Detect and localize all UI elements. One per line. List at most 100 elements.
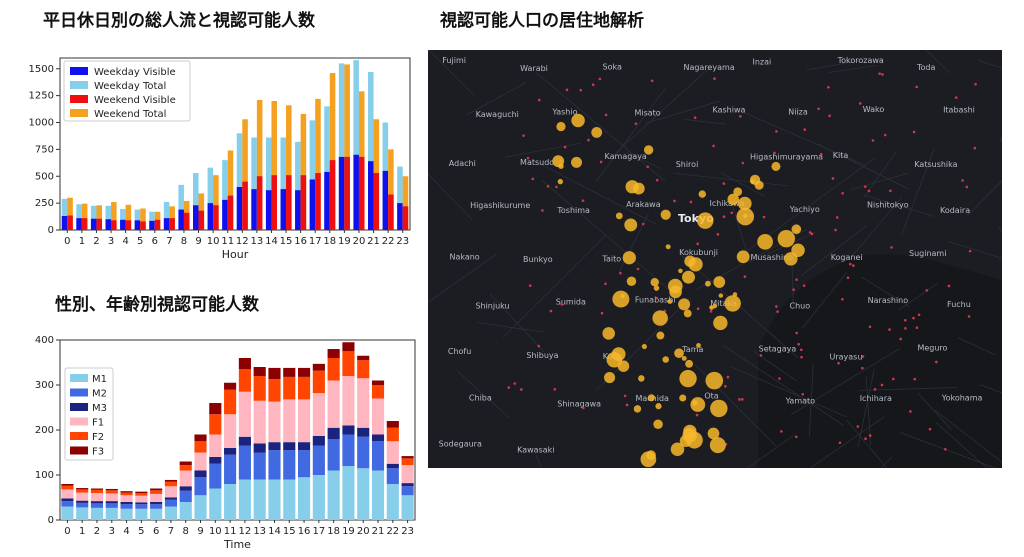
x-tick-label: 23 <box>401 526 414 537</box>
bar-weekday-total <box>222 160 228 230</box>
bar-weekday-visible <box>236 187 243 230</box>
place-label: Ota <box>704 391 718 400</box>
stacked-segment-m1 <box>283 479 296 520</box>
place-label: Kawaguchi <box>476 110 519 119</box>
resident-dot <box>553 387 557 391</box>
y-tick-label: 100 <box>35 470 54 481</box>
resident-dot <box>828 114 831 118</box>
legend-entry: Weekend Total <box>94 109 166 120</box>
legend-swatch <box>70 67 88 75</box>
resident-dot <box>856 425 860 428</box>
bar-weekday-visible <box>207 203 214 230</box>
road <box>737 109 866 166</box>
resident-dot <box>776 310 779 313</box>
resident-dot <box>889 189 892 193</box>
stacked-segment-f2 <box>150 490 163 494</box>
stacked-segment-f2 <box>268 379 281 402</box>
resident-dot <box>604 113 608 117</box>
resident-dot <box>560 303 564 306</box>
x-tick-label: 9 <box>195 236 201 247</box>
resident-dot <box>775 130 778 133</box>
resident-bubble <box>646 450 656 461</box>
x-tick-label: 23 <box>396 236 409 247</box>
bar-weekend-visible <box>373 173 380 230</box>
resident-dot <box>625 403 629 407</box>
road <box>428 173 473 221</box>
place-label: Shiroi <box>676 160 699 169</box>
bar-weekday-visible <box>222 199 228 230</box>
stacked-segment-f3 <box>179 461 192 466</box>
resident-bubble <box>707 427 720 440</box>
legend-entry: Weekend Visible <box>94 95 176 106</box>
resident-bubble <box>591 126 603 138</box>
legend-swatch <box>70 403 88 411</box>
bar-weekday-visible <box>338 156 345 230</box>
bar-weekend-total <box>81 203 88 230</box>
place-label: Yashio <box>551 107 577 116</box>
stacked-segment-m3 <box>164 497 178 500</box>
stacked-segment-m3 <box>312 435 325 446</box>
bar-weekday-total <box>178 184 184 230</box>
bar-weekend-visible <box>111 220 117 230</box>
road <box>900 432 997 468</box>
resident-dot <box>623 394 627 398</box>
road <box>720 172 766 197</box>
residence-map[interactable]: Fujimi Warabi Soka Nagareyama Inzai Tokorozaw… <box>428 50 1002 468</box>
stacked-segment-m1 <box>238 479 251 520</box>
resident-dot <box>974 82 977 86</box>
road <box>673 172 788 187</box>
bar-weekday-total <box>105 205 112 230</box>
residence-map-canvas: Fujimi Warabi Soka Nagareyama Inzai Tokorozaw… <box>428 50 1002 468</box>
resident-dot <box>600 311 604 315</box>
resident-dot <box>873 388 877 391</box>
resident-dot <box>928 427 932 431</box>
resident-dot <box>526 156 530 160</box>
bar-weekend-visible <box>213 205 219 230</box>
bar-weekend-visible <box>344 156 350 230</box>
resident-bubble <box>571 113 585 128</box>
resident-dot <box>762 215 766 219</box>
resident-dot <box>973 146 977 150</box>
bar-weekend-visible <box>96 218 102 230</box>
resident-dot <box>716 233 720 236</box>
place-label: Higashikurume <box>470 201 530 210</box>
resident-dot <box>912 316 915 320</box>
stacked-segment-f1 <box>150 493 163 502</box>
x-tick-label: 22 <box>386 526 399 537</box>
bar-weekend-visible <box>81 218 88 230</box>
bar-weekday-total <box>265 137 272 230</box>
stacked-segment-m3 <box>76 500 89 503</box>
bar-weekend-visible <box>256 176 263 230</box>
resident-dot <box>868 434 872 437</box>
stacked-segment-f3 <box>76 488 89 490</box>
resident-dot <box>797 342 800 346</box>
road <box>801 272 847 329</box>
resident-dot <box>741 161 745 165</box>
resident-bubble <box>674 348 684 359</box>
x-tick-label: 11 <box>224 526 237 537</box>
stacked-segment-f2 <box>61 485 74 490</box>
x-tick-label: 3 <box>109 526 115 537</box>
road <box>828 65 877 73</box>
stacked-segment-f1 <box>90 493 104 502</box>
stacked-segment-m2 <box>312 445 325 475</box>
stacked-segment-f2 <box>209 414 222 435</box>
resident-bubble <box>757 234 773 250</box>
bar-weekend-visible <box>140 221 146 230</box>
stacked-segment-m2 <box>283 450 296 480</box>
legend-entry: F2 <box>92 432 104 443</box>
road <box>466 82 527 116</box>
resident-bubble <box>724 295 741 312</box>
x-tick-label: 0 <box>64 236 70 247</box>
legend-swatch <box>70 446 88 455</box>
bar-weekend-total <box>96 205 102 230</box>
resident-dot <box>934 360 938 364</box>
resident-dot <box>913 377 917 381</box>
resident-bubble <box>705 371 724 390</box>
stacked-segment-f2 <box>342 351 355 376</box>
stacked-segment-m3 <box>268 442 281 451</box>
bar-weekend-total <box>213 175 219 230</box>
stacked-segment-f3 <box>164 479 178 482</box>
resident-dot <box>817 107 820 111</box>
